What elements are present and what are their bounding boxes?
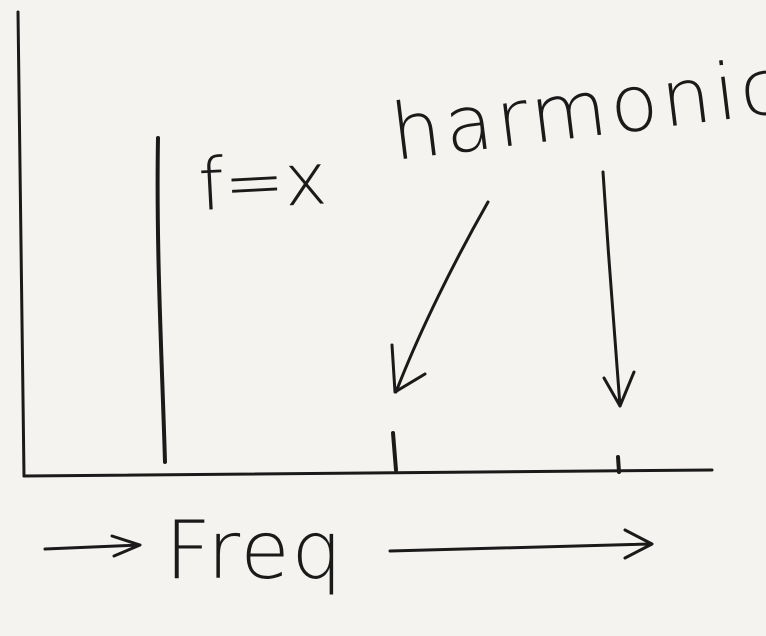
fundamental-line — [155, 136, 167, 464]
x-axis — [22, 468, 714, 478]
arrow — [388, 528, 654, 560]
fundamental-label: f=x — [196, 136, 329, 227]
harmonic-tick — [391, 431, 398, 472]
y-axis — [16, 10, 26, 478]
arrow — [390, 200, 490, 394]
x-axis-label: Freq — [165, 504, 344, 597]
arrow — [43, 534, 142, 558]
arrow — [601, 170, 636, 408]
harmonic-tick — [616, 455, 621, 474]
